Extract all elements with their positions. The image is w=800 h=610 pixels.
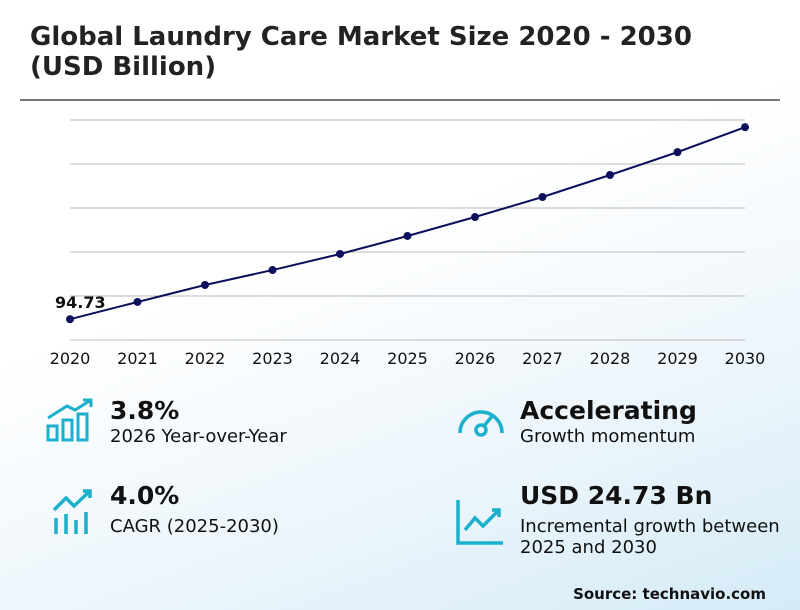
x-tick-label: 2030 (725, 349, 766, 368)
stat-label: Growth momentum (520, 426, 696, 447)
stat: 3.8% 2026 Year-over-Year (110, 396, 287, 447)
stat-value: 3.8% (110, 396, 180, 425)
point (201, 281, 209, 289)
x-tick-label: 2027 (522, 349, 563, 368)
bar-chart-icon (46, 398, 93, 442)
point (133, 297, 142, 306)
divider (20, 99, 780, 101)
x-tick-label: 2028 (590, 349, 631, 368)
x-tick-label: 2022 (185, 349, 226, 368)
chart: 2020 2021 2022 2023 2024 2025 2026 2027 2028 2029… (50, 119, 766, 368)
x-tick-label: 2029 (657, 349, 698, 368)
x-tick-label: 2026 (455, 349, 496, 368)
data-label: 94.73 (55, 293, 106, 312)
stat: USD 24.73 Bn Incremental growth between … (520, 481, 780, 558)
chart-icon (456, 500, 503, 545)
stat: Accelerating Growth momentum (520, 396, 697, 447)
stat-value: Accelerating (520, 396, 697, 425)
source: Source: technavio.com (573, 585, 766, 603)
chart-title: Global Laundry Care Market Size 2020 - 2… (30, 22, 692, 82)
x-tick-label: 2025 (387, 349, 428, 368)
growth-icon (52, 489, 92, 534)
point (403, 231, 412, 240)
point (673, 148, 682, 157)
x-tick-label: 2023 (252, 349, 293, 368)
stat-label: Incremental growth between 2025 and 2030 (520, 516, 780, 558)
x-tick-label: 2020 (50, 349, 91, 368)
stat: 4.0% CAGR (2025-2030) (110, 481, 279, 537)
x-tick-label: 2021 (117, 349, 158, 368)
point (336, 249, 344, 258)
point (471, 213, 479, 222)
point (606, 171, 614, 179)
gauge-icon (458, 410, 504, 437)
stat-value: 4.0% (110, 481, 180, 510)
stat-value: USD 24.73 Bn (520, 481, 713, 510)
x-tick-label: 2024 (320, 349, 361, 368)
point (538, 193, 547, 201)
stat-label: CAGR (2025-2030) (110, 516, 279, 537)
line (69, 126, 746, 321)
stat-label: 2026 Year-over-Year (110, 426, 287, 447)
point (741, 123, 749, 132)
point (268, 266, 277, 275)
point (66, 315, 74, 324)
